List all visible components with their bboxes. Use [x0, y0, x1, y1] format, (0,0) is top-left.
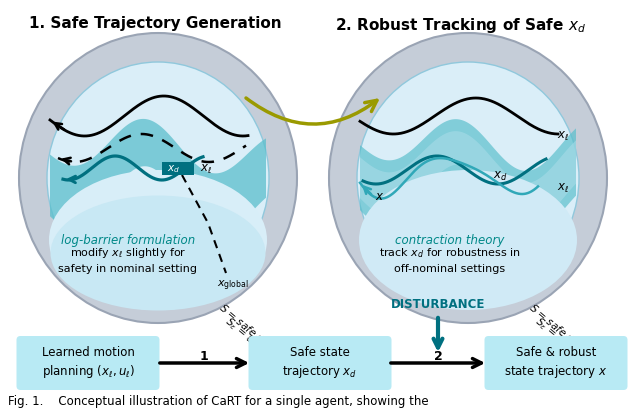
- Text: Safe state
trajectory $x_d$: Safe state trajectory $x_d$: [282, 346, 358, 380]
- Ellipse shape: [51, 196, 266, 311]
- Text: 1. Safe Trajectory Generation: 1. Safe Trajectory Generation: [29, 16, 282, 31]
- Text: $x_\ell$: $x_\ell$: [557, 181, 569, 194]
- FancyBboxPatch shape: [162, 162, 194, 175]
- Ellipse shape: [47, 62, 269, 294]
- Text: log-barrier formulation: log-barrier formulation: [61, 234, 195, 246]
- Text: $S_\varepsilon$ = unsafe set: $S_\varepsilon$ = unsafe set: [532, 314, 604, 378]
- Text: $x_d$: $x_d$: [168, 163, 180, 175]
- Text: $S_\varepsilon$ = unsafe set: $S_\varepsilon$ = unsafe set: [222, 314, 294, 378]
- FancyArrowPatch shape: [246, 98, 377, 124]
- Polygon shape: [360, 119, 576, 235]
- Text: Fig. 1.    Conceptual illustration of CaRT for a single agent, showing the: Fig. 1. Conceptual illustration of CaRT …: [8, 396, 429, 409]
- Text: modify $x_\ell$ slightly for
safety in nominal setting: modify $x_\ell$ slightly for safety in n…: [58, 246, 198, 274]
- Text: $x_{\rm global}$: $x_{\rm global}$: [217, 279, 249, 293]
- Text: $S$ = safe set: $S$ = safe set: [527, 300, 585, 351]
- Text: $x_\ell$: $x_\ell$: [200, 162, 212, 176]
- Text: Safe & robust
state trajectory $x$: Safe & robust state trajectory $x$: [504, 346, 608, 380]
- Ellipse shape: [19, 33, 297, 323]
- Text: 1: 1: [200, 351, 209, 363]
- Ellipse shape: [357, 62, 579, 294]
- Text: Learned motion
planning $(x_\ell, u_\ell)$: Learned motion planning $(x_\ell, u_\ell…: [42, 346, 134, 380]
- FancyBboxPatch shape: [248, 336, 392, 390]
- Text: 2: 2: [434, 351, 442, 363]
- Text: DISTURBANCE: DISTURBANCE: [391, 298, 485, 311]
- Text: $x$: $x$: [375, 190, 385, 203]
- Text: $x_\ell$: $x_\ell$: [557, 129, 569, 143]
- Ellipse shape: [49, 170, 267, 310]
- Ellipse shape: [359, 170, 577, 310]
- Ellipse shape: [329, 33, 607, 323]
- Polygon shape: [360, 131, 576, 223]
- Polygon shape: [50, 119, 266, 234]
- Text: $S$ = safe set: $S$ = safe set: [217, 300, 275, 351]
- Text: track $x_d$ for robustness in
off-nominal settings: track $x_d$ for robustness in off-nomina…: [379, 246, 521, 274]
- FancyBboxPatch shape: [17, 336, 159, 390]
- FancyBboxPatch shape: [484, 336, 627, 390]
- Text: contraction theory: contraction theory: [396, 234, 505, 246]
- Text: $x_d$: $x_d$: [493, 169, 508, 183]
- Text: 2. Robust Tracking of Safe $x_d$: 2. Robust Tracking of Safe $x_d$: [335, 16, 586, 35]
